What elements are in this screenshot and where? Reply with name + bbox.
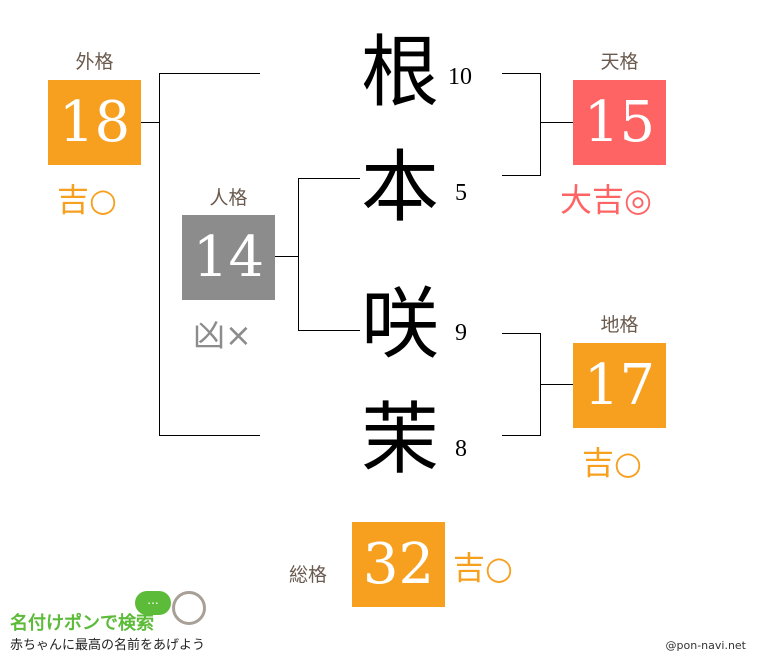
logo-text[interactable]: 名付けポンで検索 [10, 613, 154, 634]
connector-line [502, 73, 540, 74]
connector-line [275, 256, 298, 257]
jinkaku-label: 人格 [209, 187, 248, 209]
chikaku-box: 17 [573, 343, 666, 428]
stroke-count: 5 [455, 180, 467, 206]
tenkaku-result: 大吉◎ [560, 181, 652, 219]
connector-line [159, 73, 260, 74]
connector-line [298, 178, 299, 331]
tenkaku-box: 15 [573, 80, 666, 165]
jinkaku-result: 凶× [193, 316, 252, 354]
gaikaku-result: 吉○ [57, 181, 117, 219]
speech-bubble-icon: ... [135, 591, 171, 615]
credit: @pon-navi.net [665, 639, 746, 652]
name-char: 根 [360, 28, 439, 118]
name-char: 茉 [360, 395, 439, 485]
name-char: 咲 [360, 280, 439, 370]
chikaku-result: 吉○ [582, 444, 642, 482]
bubble-dots: ... [147, 593, 159, 607]
tenkaku-label: 天格 [600, 51, 639, 73]
soukaku-box: 32 [352, 522, 445, 607]
soukaku-result: 吉○ [453, 549, 513, 587]
connector-line [502, 435, 540, 436]
connector-line [298, 178, 360, 179]
connector-line [159, 73, 160, 436]
gaikaku-label: 外格 [75, 51, 114, 73]
connector-line [141, 122, 159, 123]
chikaku-label: 地格 [600, 314, 639, 336]
connector-line [502, 175, 540, 176]
stroke-count: 8 [455, 436, 467, 462]
connector-line [540, 384, 573, 385]
connector-line [540, 73, 541, 176]
baby-face-icon [172, 591, 206, 625]
gaikaku-box: 18 [48, 80, 141, 165]
connector-line [159, 435, 260, 436]
connector-line [298, 330, 360, 331]
connector-line [540, 122, 573, 123]
stroke-count: 9 [455, 320, 467, 346]
tagline: 赤ちゃんに最高の名前をあげよう [10, 638, 206, 653]
stroke-count: 10 [448, 64, 472, 90]
name-char: 本 [360, 143, 439, 233]
connector-line [502, 333, 540, 334]
jinkaku-box: 14 [182, 215, 275, 300]
soukaku-label: 総格 [288, 564, 327, 586]
